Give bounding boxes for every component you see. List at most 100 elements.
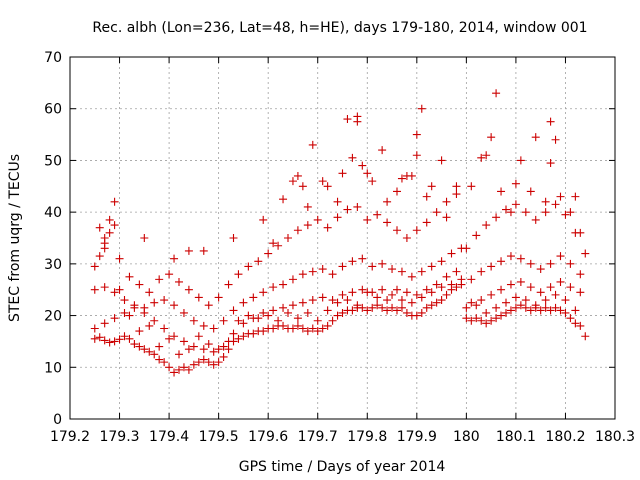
data-point bbox=[100, 234, 109, 242]
data-point bbox=[452, 190, 461, 199]
data-point bbox=[155, 355, 164, 364]
data-point bbox=[175, 350, 183, 359]
data-point bbox=[427, 301, 436, 310]
data-point bbox=[214, 358, 223, 367]
data-point bbox=[576, 288, 585, 297]
data-point bbox=[194, 358, 203, 367]
data-point bbox=[145, 288, 154, 297]
data-point bbox=[323, 321, 332, 330]
data-point bbox=[135, 280, 144, 289]
data-point bbox=[556, 277, 565, 286]
data-point bbox=[90, 285, 99, 294]
data-point bbox=[303, 221, 312, 230]
data-point bbox=[383, 197, 392, 206]
data-point bbox=[487, 290, 496, 299]
data-point bbox=[308, 267, 317, 276]
data-point bbox=[467, 182, 476, 191]
data-point bbox=[140, 303, 149, 312]
data-point bbox=[333, 197, 342, 206]
data-point bbox=[487, 316, 496, 325]
data-point bbox=[407, 272, 416, 281]
data-point bbox=[492, 213, 501, 222]
data-point bbox=[506, 208, 515, 217]
data-point bbox=[492, 314, 501, 323]
data-point bbox=[378, 259, 387, 268]
data-point bbox=[402, 234, 411, 242]
x-tick-label: 179.9 bbox=[397, 429, 437, 445]
x-axis-ticks: 179.2 179.3 179.4 179.5 179.6 179.7 179.8 179.9… bbox=[50, 57, 635, 445]
data-point bbox=[576, 321, 585, 330]
data-point bbox=[170, 254, 179, 263]
data-point bbox=[531, 133, 540, 142]
y-axis-label: STEC from uqrg / TECUs bbox=[7, 154, 23, 322]
data-point bbox=[447, 249, 456, 258]
data-point bbox=[427, 182, 436, 191]
data-point bbox=[288, 324, 297, 333]
data-point bbox=[383, 218, 392, 227]
data-points bbox=[90, 89, 590, 377]
data-point bbox=[288, 275, 297, 284]
data-point bbox=[224, 337, 233, 346]
x-tick-label: 180.3 bbox=[595, 429, 635, 445]
data-point bbox=[358, 161, 367, 170]
data-point bbox=[516, 277, 525, 286]
data-point bbox=[511, 179, 520, 188]
data-point bbox=[150, 298, 159, 307]
data-point bbox=[259, 215, 268, 224]
data-point bbox=[363, 306, 372, 315]
data-point bbox=[179, 363, 188, 372]
data-point bbox=[115, 254, 124, 263]
data-point bbox=[234, 270, 243, 279]
data-point bbox=[402, 288, 411, 297]
data-point bbox=[432, 208, 441, 217]
data-point bbox=[239, 298, 248, 307]
data-point bbox=[120, 332, 129, 341]
data-point bbox=[328, 296, 337, 305]
data-point bbox=[249, 329, 258, 338]
data-point bbox=[105, 215, 114, 224]
data-point bbox=[269, 239, 278, 248]
data-point bbox=[160, 358, 169, 367]
x-tick-label: 179.3 bbox=[99, 429, 139, 445]
data-point bbox=[368, 303, 377, 312]
data-point bbox=[402, 308, 411, 317]
data-point bbox=[100, 244, 109, 253]
data-point bbox=[511, 303, 520, 312]
data-point bbox=[303, 202, 312, 211]
data-point bbox=[348, 153, 357, 162]
data-point bbox=[388, 290, 397, 299]
data-point bbox=[526, 187, 535, 196]
data-point bbox=[288, 177, 297, 186]
data-point bbox=[526, 259, 535, 268]
data-point bbox=[333, 298, 342, 307]
data-point bbox=[189, 360, 198, 369]
data-point bbox=[100, 319, 109, 328]
data-point bbox=[482, 221, 491, 230]
data-point bbox=[417, 104, 426, 113]
data-point bbox=[581, 332, 590, 341]
data-point bbox=[477, 267, 486, 276]
data-point bbox=[546, 306, 555, 315]
data-point bbox=[259, 327, 268, 336]
data-point bbox=[502, 298, 510, 307]
data-point bbox=[219, 316, 228, 325]
data-point bbox=[556, 192, 565, 201]
data-point bbox=[536, 265, 545, 274]
data-point bbox=[140, 345, 149, 354]
data-point bbox=[199, 246, 208, 255]
data-point bbox=[566, 259, 575, 268]
data-point bbox=[338, 262, 347, 271]
x-tick-label: 179.5 bbox=[199, 429, 239, 445]
data-point bbox=[452, 182, 461, 191]
data-point bbox=[100, 336, 109, 345]
data-point bbox=[492, 303, 501, 312]
data-point bbox=[140, 234, 149, 242]
data-point bbox=[437, 156, 446, 165]
data-point bbox=[383, 296, 392, 305]
data-point bbox=[254, 257, 263, 266]
data-point bbox=[115, 285, 124, 294]
data-point bbox=[432, 280, 441, 289]
data-point bbox=[482, 308, 491, 317]
data-point bbox=[511, 200, 520, 209]
data-point bbox=[170, 368, 179, 377]
